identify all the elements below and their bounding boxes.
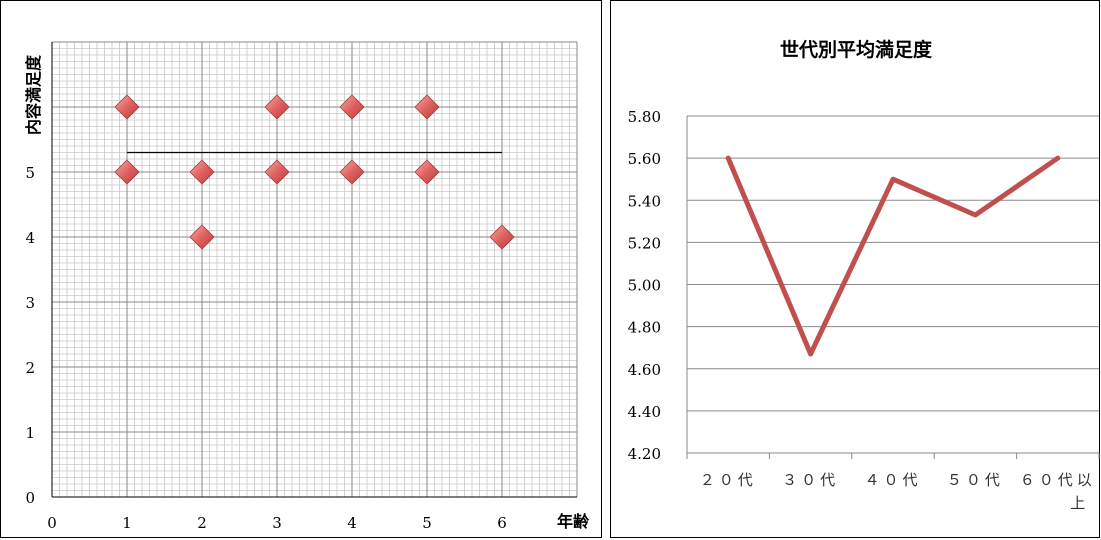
data-point <box>339 94 365 120</box>
data-point <box>114 159 140 185</box>
y-axis-title: 内容満足度 <box>24 54 43 135</box>
y-tick-label: 5.00 <box>628 277 661 295</box>
data-point <box>264 159 290 185</box>
data-point <box>339 159 365 185</box>
x-category-label: ６０代以 <box>1020 471 1096 489</box>
data-point <box>489 224 515 250</box>
x-category-label: ５０代 <box>947 471 1004 489</box>
x-tick-label: 2 <box>197 514 207 532</box>
data-point <box>189 224 215 250</box>
y-tick-label: 1 <box>25 424 35 442</box>
y-tick-label: 4.20 <box>628 445 661 463</box>
x-tick-label: 4 <box>347 514 357 532</box>
x-axis-title: 年齢 <box>557 512 590 531</box>
x-tick-label: 1 <box>122 514 132 532</box>
scatter-chart: 0 1 2 3 4 5 6 0 1 2 3 4 5 年齢 内容満足度 <box>0 0 602 538</box>
y-tick-label: 5.20 <box>628 234 661 252</box>
x-category-label: ２０代 <box>700 471 757 489</box>
line-chart: 世代別平均満足度 5.80 5.60 5.40 5.20 5.00 4.80 4.60 4.40… <box>628 38 1100 512</box>
x-category-label: ４０代 <box>864 471 921 489</box>
x-tick-label: 3 <box>272 514 282 532</box>
y-tick-label: 2 <box>25 359 35 377</box>
x-tick-label: 5 <box>422 514 432 532</box>
y-tick-label: 5.80 <box>628 108 661 126</box>
y-tick-label: 5.60 <box>628 150 661 168</box>
scatter-points <box>114 94 515 250</box>
y-tick-label: 0 <box>25 489 35 507</box>
x-category-label: ３０代 <box>782 471 839 489</box>
x-tick-label: 0 <box>47 514 57 532</box>
y-tick-label: 4.40 <box>628 403 661 421</box>
data-point <box>189 159 215 185</box>
y-tick-label: 4 <box>25 229 35 247</box>
series-line <box>725 155 1061 357</box>
x-tick-label: 6 <box>497 514 507 532</box>
data-point <box>114 94 140 120</box>
scatter-chart-panel: 0 1 2 3 4 5 6 0 1 2 3 4 5 年齢 内容満足度 <box>0 0 603 538</box>
line-chart-panel: 世代別平均満足度 5.80 5.60 5.40 5.20 5.00 4.80 4.60 4.40… <box>610 0 1100 538</box>
x-category-label-wrap: 上 <box>1070 494 1089 512</box>
y-tick-label: 3 <box>25 294 35 312</box>
y-tick-label: 5 <box>25 164 35 182</box>
data-point <box>264 94 290 120</box>
y-tick-label: 4.60 <box>628 361 661 379</box>
y-tick-label: 5.40 <box>628 192 661 210</box>
data-point <box>414 94 440 120</box>
data-point <box>414 159 440 185</box>
y-tick-label: 4.80 <box>628 319 661 337</box>
scatter-frame <box>0 0 602 538</box>
line-chart-title: 世代別平均満足度 <box>780 38 933 61</box>
